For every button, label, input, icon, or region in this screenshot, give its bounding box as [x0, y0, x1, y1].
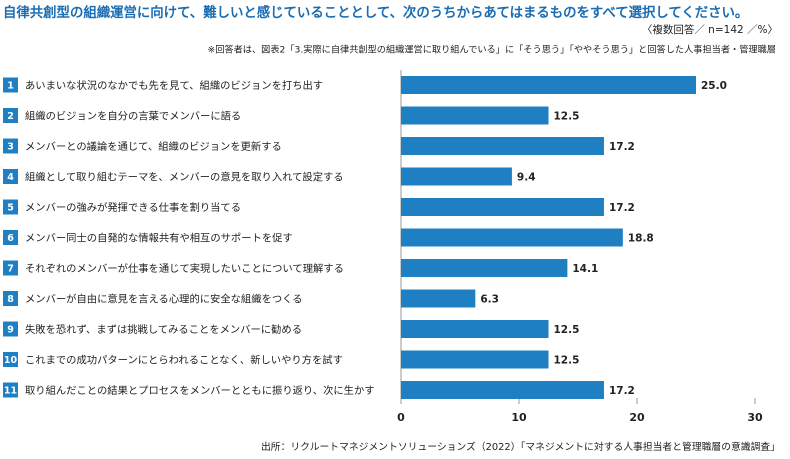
chart-note: ※回答者は、図表2「3.実際に自律共創型の組織運営に取り組んでいる」に「そう思う…	[208, 44, 777, 56]
value-label: 9.4	[517, 172, 536, 184]
category-number: 6	[7, 233, 14, 244]
number-badge	[3, 230, 18, 245]
category-number: 2	[7, 111, 14, 122]
x-tick-label: 0	[397, 411, 405, 424]
value-label: 12.5	[554, 355, 580, 367]
value-label: 17.2	[609, 385, 635, 397]
x-tick-label: 20	[629, 411, 645, 424]
number-badge	[3, 169, 18, 184]
category-number: 3	[7, 142, 14, 153]
number-badge	[3, 382, 18, 398]
category-number: 5	[7, 203, 14, 214]
chart-title: 自律共創型の組織運営に向けて、難しいと感じていることとして、次のうちからあてはま…	[3, 4, 748, 21]
number-badge	[3, 260, 18, 276]
category-label: メンバー同士の自発的な情報共有や相互のサポートを促す	[25, 232, 293, 245]
value-label: 25.0	[701, 80, 727, 92]
bar	[401, 198, 604, 216]
bar	[401, 320, 549, 338]
number-badge	[3, 138, 18, 154]
value-label: 12.5	[554, 111, 580, 123]
category-number: 1	[7, 81, 14, 92]
category-number: 10	[4, 355, 18, 366]
bar	[401, 106, 549, 125]
x-tick-label: 10	[511, 411, 527, 424]
bar	[401, 137, 604, 155]
category-label: 取り組んだことの結果とプロセスをメンバーとともに振り返り、次に生かす	[25, 384, 375, 397]
bar	[401, 289, 476, 308]
category-number: 8	[7, 294, 14, 305]
bar	[401, 228, 623, 247]
category-label: これまでの成功パターンにとらわれることなく、新しいやり方を試す	[25, 354, 343, 367]
category-label: それぞれのメンバーが仕事を通じて実現したいことについて理解する	[25, 262, 344, 275]
category-label: 組織として取り組むテーマを、メンバーの意見を取り入れて設定する	[25, 171, 344, 184]
chart-subtitle: 〈複数回答／ n=142 ／%〉	[642, 23, 778, 36]
value-label: 17.2	[609, 141, 635, 153]
category-number: 7	[7, 264, 14, 275]
category-label: 組織のビジョンを自分の言葉でメンバーに語る	[25, 110, 241, 123]
category-number: 11	[4, 386, 17, 397]
bar	[401, 259, 568, 277]
chart-source: 出所：リクルートマネジメントソリューションズ（2022）「マネジメントに対する人…	[261, 440, 780, 453]
category-number: 4	[7, 172, 14, 183]
x-tick-label: 30	[747, 411, 763, 424]
value-label: 14.1	[572, 263, 598, 275]
bar	[401, 381, 604, 399]
bar	[401, 167, 512, 186]
bar	[401, 350, 549, 369]
value-label: 18.8	[628, 233, 654, 245]
number-badge	[3, 352, 18, 367]
bar	[401, 76, 696, 94]
category-label: あいまいな状況のなかでも先を見て、組織のビジョンを打ち出す	[25, 79, 323, 92]
number-badge	[3, 291, 18, 306]
category-label: メンバーとの議論を通じて、組織のビジョンを更新する	[25, 140, 282, 153]
value-label: 12.5	[554, 324, 580, 336]
number-badge	[3, 108, 18, 123]
category-label: メンバーの強みが発揮できる仕事を割り当てる	[25, 201, 241, 214]
category-label: 失敗を恐れず、まずは挑戦してみることをメンバーに勧める	[25, 323, 302, 336]
value-label: 6.3	[480, 294, 499, 306]
value-label: 17.2	[609, 202, 635, 214]
number-badge	[3, 199, 18, 215]
number-badge	[3, 77, 18, 93]
number-badge	[3, 321, 18, 337]
category-label: メンバーが自由に意見を言える心理的に安全な組織をつくる	[25, 293, 303, 306]
category-number: 9	[7, 325, 14, 336]
